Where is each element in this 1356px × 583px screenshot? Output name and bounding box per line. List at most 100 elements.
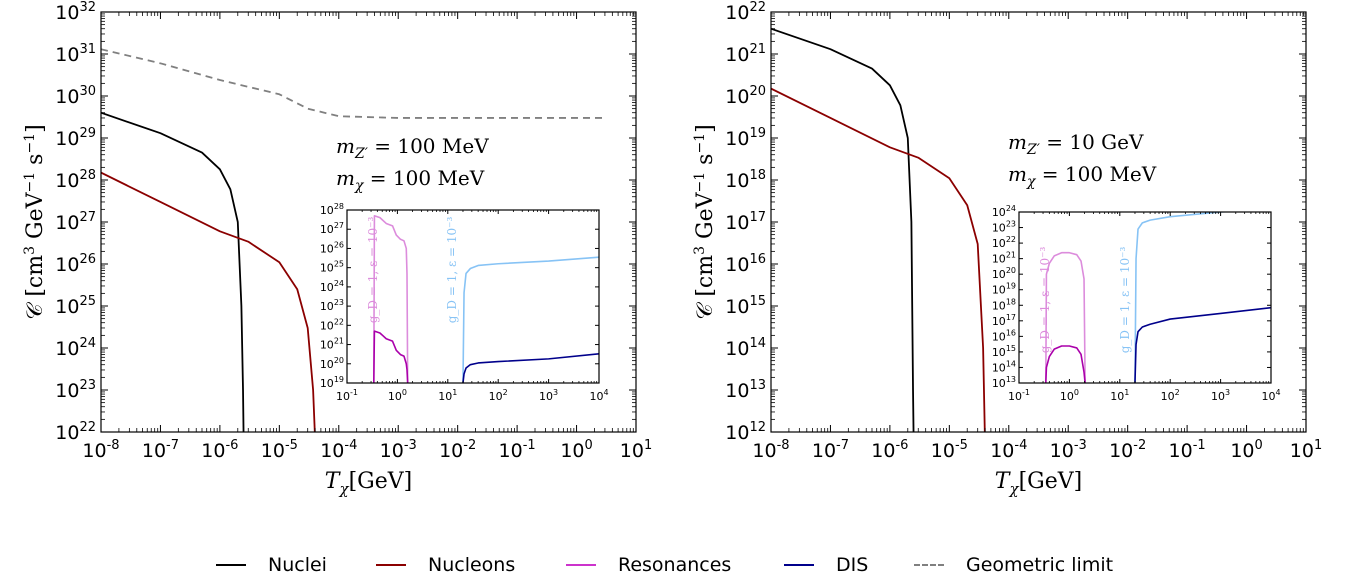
inset-vertical-label: g_D = 1, ε = 10⁻³ — [1118, 247, 1132, 354]
y-tick-label: 1026 — [55, 252, 96, 276]
x-tick-label: 10‑5 — [931, 438, 968, 462]
legend-swatch — [914, 564, 944, 566]
series-dis — [1134, 212, 1236, 383]
annotation: mZ′ = 100 MeV — [336, 134, 489, 162]
y-tick-label: 1023 — [992, 220, 1016, 235]
x-tick-label: 101 — [620, 438, 652, 462]
legend-item-dis: DIS — [784, 550, 868, 580]
annotation: mZ′ = 10 GeV — [1008, 130, 1144, 158]
legend-swatch — [376, 564, 406, 566]
plot-frame — [346, 209, 600, 384]
x-tick-label: 10‑5 — [261, 438, 298, 462]
y-tick-label: 1012 — [725, 420, 766, 444]
y-tick-label: 1021 — [320, 337, 344, 352]
legend-item-nuclei: Nuclei — [216, 550, 327, 580]
x-tick-label: 10‑3 — [380, 438, 417, 462]
y-tick-label: 1024 — [320, 279, 344, 294]
y-tick-label: 1017 — [725, 210, 766, 234]
series-nuclei — [101, 111, 245, 432]
x-tick-label: 10‑7 — [142, 438, 179, 462]
series-group — [771, 27, 986, 432]
y-tick-label: 1019 — [725, 126, 766, 150]
y-axis-label: 𝒞 [cm3 GeV−1 s−1] — [692, 124, 718, 319]
legend: Nuclei Nucleons Resonances DIS Geometric… — [0, 550, 1356, 580]
panel-right: 10‑8 10‑7 10‑6 10‑5 10‑4 10‑3 10‑2 10‑1 100 101 10… — [692, 0, 1322, 498]
legend-label: Nuclei — [268, 554, 327, 576]
legend-item-resonances: Resonances — [566, 550, 731, 580]
inset-background — [1019, 212, 1271, 383]
y-tick-label: 1027 — [320, 221, 344, 236]
inset-vertical-label: g_D = 1, ε = 10⁻³ — [1038, 247, 1052, 354]
y-tick-label: 1025 — [55, 294, 96, 318]
x-tick-label: 100 — [1230, 438, 1262, 462]
inset-series — [1044, 212, 1271, 383]
annotation: mχ = 100 MeV — [336, 166, 485, 194]
y-tick-label: 1021 — [992, 251, 1016, 266]
series-resonances — [1044, 251, 1086, 383]
y-tick-label: 1031 — [55, 42, 96, 66]
x-tick-label: 103 — [1211, 388, 1230, 403]
y-tick-label: 1027 — [55, 210, 96, 234]
y-tick-label: 1013 — [725, 378, 766, 402]
x-tick-label: 10‑1 — [499, 438, 536, 462]
x-tick-label: 100 — [560, 438, 592, 462]
x-tick-label: 10‑6 — [871, 438, 908, 462]
legend-label: Geometric limit — [966, 554, 1114, 576]
figure: 10‑8 10‑7 10‑6 10‑5 10‑4 10‑3 10‑2 10‑1 100 101 10… — [22, 0, 1322, 498]
series-nuclei — [771, 27, 915, 432]
inset-plot: 10‑1 100 101 102 103 104101310141015101610171… — [992, 204, 1281, 403]
y-tick-label: 1020 — [320, 356, 344, 371]
series-dis — [462, 256, 599, 383]
inset-plot: 10‑1 100 101 102 103 104 1019 1020 1021 1022 1023 1… — [320, 202, 609, 403]
y-tick-label: 1021 — [725, 42, 766, 66]
x-tick-label: 10‑6 — [201, 438, 238, 462]
legend-swatch — [784, 564, 814, 566]
y-tick-label: 1020 — [992, 266, 1016, 281]
legend-swatch — [216, 564, 246, 566]
y-tick-label: 1019 — [320, 375, 344, 390]
series-dis — [1134, 306, 1271, 383]
x-tick-label: 101 — [1110, 388, 1129, 403]
x-tick-label: 100 — [388, 388, 407, 403]
panel-left: 10‑8 10‑7 10‑6 10‑5 10‑4 10‑3 10‑2 10‑1 100 10110… — [22, 0, 652, 498]
series-resonances — [372, 330, 409, 383]
y-tick-label: 1018 — [725, 168, 766, 192]
y-tick-label: 1032 — [55, 0, 96, 24]
x-tick-label: 101 — [1290, 438, 1322, 462]
x-axis-label: Tχ[GeV] — [325, 469, 412, 498]
x-tick-label: 10‑4 — [990, 438, 1027, 462]
y-tick-label: 1015 — [992, 344, 1016, 359]
y-tick-label: 1026 — [320, 240, 344, 255]
series-group — [101, 48, 605, 432]
series-nucleons — [771, 87, 986, 432]
x-tick-label: 10‑7 — [812, 438, 849, 462]
y-tick-label: 1019 — [992, 282, 1016, 297]
y-tick-label: 1018 — [992, 297, 1016, 312]
series-resonances — [372, 214, 409, 383]
legend-item-geometric-limit: Geometric limit — [914, 550, 1113, 580]
plot-frame — [1018, 211, 1272, 384]
y-tick-label: 1020 — [725, 84, 766, 108]
x-tick-label: 101 — [438, 388, 457, 403]
y-tick-label: 1022 — [992, 235, 1016, 250]
y-axis-label: 𝒞 [cm3 GeV−1 s−1] — [22, 124, 48, 319]
series-resonances — [1044, 345, 1086, 383]
y-tick-label: 1028 — [320, 202, 344, 217]
inset-series — [372, 214, 599, 383]
x-tick-label: 104 — [589, 388, 608, 403]
inset-vertical-label: g_D = 1, ε = 10⁻³ — [366, 217, 380, 324]
legend-label: Nucleons — [428, 554, 516, 576]
x-tick-label: 10‑4 — [320, 438, 357, 462]
y-tick-label: 1022 — [725, 0, 766, 24]
x-tick-label: 10‑3 — [1050, 438, 1087, 462]
series-nucleons — [101, 171, 316, 432]
x-tick-label: 10‑8 — [752, 438, 789, 462]
y-tick-label: 1017 — [992, 313, 1016, 328]
x-tick-label: 10‑2 — [1109, 438, 1146, 462]
y-tick-label: 1013 — [992, 375, 1016, 390]
x-tick-label: 10‑1 — [1008, 388, 1030, 403]
y-tick-label: 1024 — [992, 204, 1016, 219]
legend-label: Resonances — [618, 554, 732, 576]
y-tick-label: 1024 — [55, 336, 96, 360]
x-tick-label: 102 — [1161, 388, 1180, 403]
